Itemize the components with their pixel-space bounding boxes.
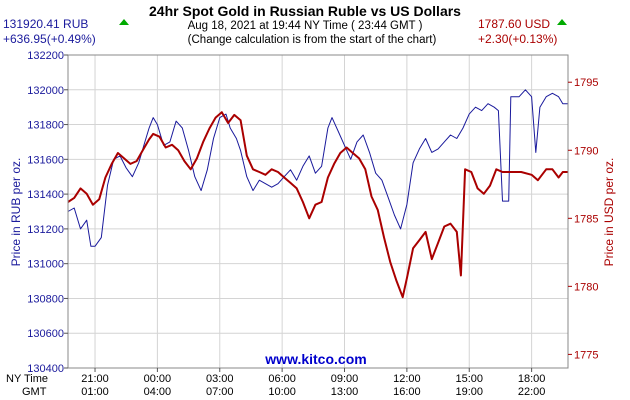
y-right-tick-label: 1785: [574, 213, 598, 225]
usd-change: +2.30(+0.13%): [478, 32, 557, 46]
x-tick-label-ny: 00:00: [144, 373, 172, 385]
grid: [68, 54, 568, 369]
x-tick-label-ny: 06:00: [268, 373, 296, 385]
y-left-tick-label: 132000: [27, 85, 64, 97]
chart-title: 24hr Spot Gold in Russian Ruble vs US Do…: [149, 3, 461, 19]
y-axis-right: 1775 1780 1785 1790 1795: [568, 77, 598, 361]
x-tick-label-gmt: 19:00: [455, 386, 483, 398]
series-line-rub: [67, 89, 568, 247]
y-axis-left-label: Price in RUB per oz.: [9, 158, 23, 267]
chart-timestamp: Aug 18, 2021 at 19:44 NY Time ( 23:44 GM…: [188, 20, 423, 32]
y-left-tick-label: 130400: [27, 363, 64, 375]
rub-up-arrow-icon: [119, 19, 129, 25]
ny-time-label: NY Time: [6, 373, 48, 385]
y-left-tick-label: 130800: [27, 293, 64, 305]
x-tick-label-ny: 18:00: [518, 373, 546, 385]
y-right-tick-label: 1795: [574, 77, 598, 89]
rub-price: 131920.41 RUB: [3, 17, 88, 31]
x-tick-label-ny: 15:00: [455, 373, 483, 385]
x-tick-label-gmt: 07:00: [206, 386, 234, 398]
x-tick-label-ny: 09:00: [331, 373, 359, 385]
y-left-tick-label: 130600: [27, 328, 64, 340]
y-right-tick-label: 1780: [574, 281, 598, 293]
x-tick-label-ny: 12:00: [393, 373, 421, 385]
x-tick-label-ny: 21:00: [81, 373, 109, 385]
y-left-tick-label: 131600: [27, 154, 64, 166]
x-tick-label-gmt: 01:00: [81, 386, 109, 398]
plot-area: [68, 55, 568, 368]
y-left-tick-label: 131800: [27, 120, 64, 132]
y-left-tick-label: 131000: [27, 259, 64, 271]
x-tick-label-gmt: 13:00: [331, 386, 359, 398]
y-left-tick-label: 131200: [27, 224, 64, 236]
rub-change: +636.95(+0.49%): [3, 32, 96, 46]
x-tick-label-gmt: 22:00: [518, 386, 546, 398]
series-line-usd: [67, 111, 568, 299]
chart-note: (Change calculation is from the start of…: [188, 34, 437, 46]
y-left-tick-label: 131400: [27, 189, 64, 201]
y-right-tick-label: 1775: [574, 349, 598, 361]
x-tick-label-gmt: 16:00: [393, 386, 421, 398]
y-axis-right-label: Price in USD per oz.: [602, 158, 616, 267]
plot-border: [67, 54, 569, 369]
y-axis-left: 130400 130600 130800 131000 131200 131400 1316…: [27, 50, 68, 375]
y-left-tick-label: 132200: [27, 50, 64, 62]
watermark: www.kitco.com: [264, 351, 366, 367]
usd-price: 1787.60 USD: [478, 17, 550, 31]
gmt-label: GMT: [22, 386, 47, 398]
usd-up-arrow-icon: [557, 19, 567, 25]
x-tick-label-ny: 03:00: [206, 373, 234, 385]
series-layer: [67, 89, 568, 299]
x-tick-label-gmt: 10:00: [268, 386, 296, 398]
x-tick-label-gmt: 04:00: [144, 386, 172, 398]
y-right-tick-label: 1790: [574, 145, 598, 157]
